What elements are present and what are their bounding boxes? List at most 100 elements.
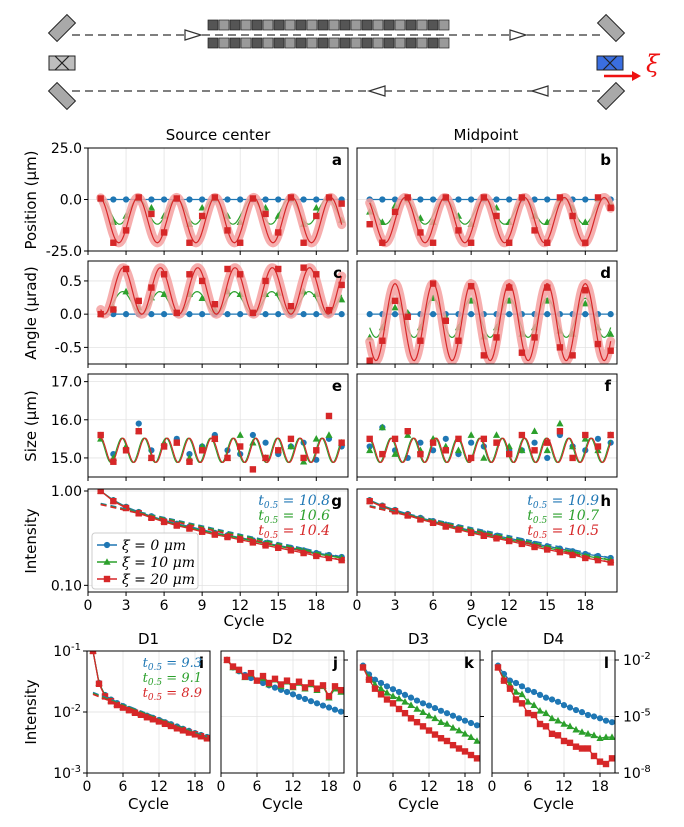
data-point [366, 435, 373, 443]
data-point [531, 334, 538, 341]
panel-letter: d [600, 264, 611, 282]
data-point [287, 442, 295, 450]
data-point [417, 439, 424, 446]
data-point [97, 195, 104, 202]
data-point [429, 280, 437, 287]
x-tick-label: 18 [320, 779, 338, 795]
mirror-icon [596, 81, 626, 111]
data-point [229, 663, 237, 670]
data-point [582, 311, 589, 318]
data-point [313, 447, 320, 454]
data-point [366, 221, 373, 228]
data-point [122, 504, 130, 512]
data-point [442, 447, 449, 454]
data-point [161, 720, 169, 728]
panel-letter: b [600, 151, 611, 169]
data-point [524, 709, 532, 717]
data-point [224, 533, 231, 541]
data-point [492, 431, 501, 438]
data-point [467, 719, 475, 727]
data-point [237, 311, 244, 318]
data-point [325, 412, 333, 420]
fit-curve [369, 282, 612, 362]
data-point [275, 447, 282, 454]
magnet-block [273, 37, 285, 49]
data-point [383, 696, 391, 703]
data-point [417, 196, 424, 203]
x-tick-label: 6 [119, 779, 128, 795]
data-point [262, 277, 269, 285]
magnet-block [273, 19, 285, 31]
data-point [407, 694, 415, 701]
mirror-icon [47, 81, 77, 111]
y-tick-label: 25.0 [51, 141, 82, 157]
data-point [395, 694, 403, 702]
data-point [607, 204, 614, 211]
data-point [594, 194, 602, 201]
data-point [536, 720, 544, 728]
half-life-annotation: t0.5 = 9.1 [143, 671, 202, 688]
data-point [300, 549, 307, 557]
magnet-block [295, 37, 307, 49]
data-point [413, 697, 421, 704]
data-point [313, 700, 321, 707]
data-point [556, 548, 564, 556]
data-point [379, 503, 386, 511]
data-point [419, 700, 427, 707]
data-point [224, 227, 231, 234]
data-point [289, 683, 297, 690]
data-point [259, 672, 267, 680]
data-point [544, 439, 551, 446]
data-point [325, 306, 333, 314]
data-point [455, 745, 463, 752]
data-point [122, 196, 130, 203]
data-point [417, 337, 424, 344]
data-point [235, 666, 243, 674]
data-point [429, 239, 437, 246]
data-point [531, 439, 538, 446]
magnet-block [207, 19, 219, 31]
data-point [596, 715, 604, 722]
y-tick-label: 17.0 [51, 375, 82, 391]
data-point [518, 194, 526, 201]
data-point [366, 446, 374, 454]
data-point [173, 522, 180, 529]
data-point [493, 196, 500, 203]
data-point [572, 706, 580, 714]
data-point [407, 715, 415, 722]
x-tick-label: 12 [150, 779, 168, 795]
x-tick-label: 6 [389, 779, 398, 795]
panel-d: d [356, 260, 618, 368]
data-point [543, 446, 551, 454]
magnet-block [405, 19, 417, 31]
data-point [186, 525, 193, 532]
panel-b: b [356, 147, 618, 255]
data-point [185, 729, 193, 736]
data-point [301, 695, 309, 703]
data-point [413, 705, 421, 712]
magnet-block [207, 37, 219, 49]
data-point [429, 311, 437, 318]
data-point [505, 537, 513, 545]
data-point [467, 283, 475, 290]
data-point [371, 676, 379, 683]
exp-fit-line [369, 505, 611, 564]
data-point [607, 431, 614, 439]
data-point [97, 489, 104, 495]
data-point [110, 458, 117, 465]
plot-area [365, 279, 616, 364]
data-point [607, 311, 614, 318]
data-point [594, 340, 602, 348]
data-point [417, 450, 424, 458]
data-point [199, 196, 206, 203]
magnet-block [372, 19, 384, 31]
data-point [287, 435, 295, 443]
data-point [241, 673, 249, 680]
data-point [581, 435, 589, 442]
data-point [531, 543, 538, 551]
data-point [429, 439, 437, 446]
panel-a: 25.0 0.0 -25.0 Position (μm) a [22, 141, 349, 260]
x-tick-label: 0 [217, 779, 226, 795]
data-point [455, 526, 462, 533]
